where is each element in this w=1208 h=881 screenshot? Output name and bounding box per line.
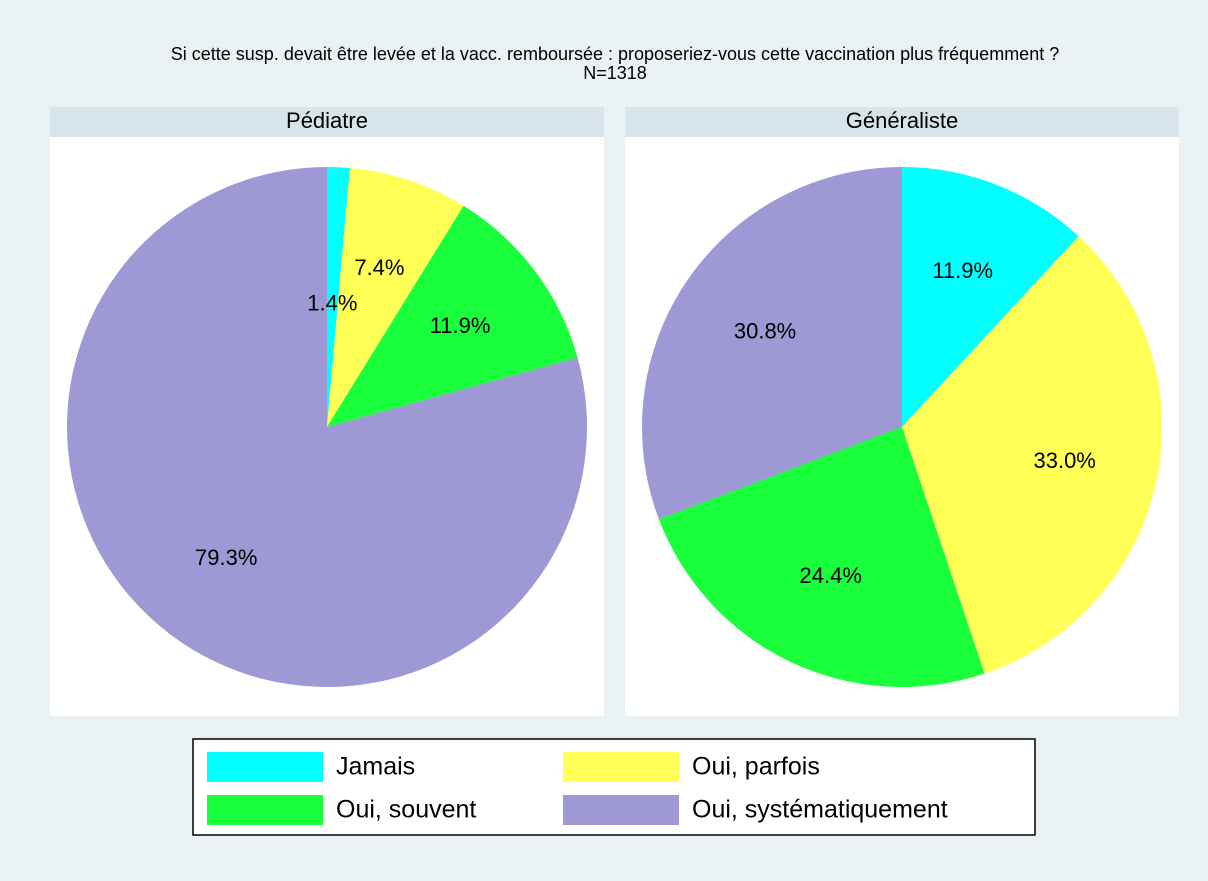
panel-title: Généraliste xyxy=(846,108,959,133)
data-label: 1.4% xyxy=(307,291,357,316)
pie-slice xyxy=(658,427,985,687)
pie-slice xyxy=(641,167,902,520)
pie-slice xyxy=(327,205,578,427)
legend-swatch xyxy=(207,752,323,782)
legend-label: Oui, souvent xyxy=(336,796,476,824)
pie-slice xyxy=(902,167,1079,427)
pie-slice xyxy=(327,168,464,428)
panel-title: Pédiatre xyxy=(286,108,368,133)
data-label: 33.0% xyxy=(1033,448,1095,473)
legend-swatch xyxy=(563,752,679,782)
legend-label: Oui, parfois xyxy=(692,753,820,781)
pie-slice xyxy=(902,236,1162,674)
chart-subtitle: N=1318 xyxy=(583,63,647,83)
chart-title: Si cette susp. devait être levée et la v… xyxy=(171,44,1059,64)
legend-swatch xyxy=(563,795,679,825)
panel-header xyxy=(50,107,604,137)
legend-swatch xyxy=(207,795,323,825)
pie-slice xyxy=(67,167,588,688)
data-label: 79.3% xyxy=(195,545,257,570)
legend-label: Jamais xyxy=(336,753,415,781)
legend-label: Oui, systématiquement xyxy=(692,796,948,824)
data-label: 30.8% xyxy=(734,318,796,343)
pie-slice xyxy=(327,167,350,427)
data-label: 11.9% xyxy=(932,258,993,283)
data-label: 7.4% xyxy=(354,255,404,280)
data-label: 11.9% xyxy=(430,313,491,338)
data-label: 24.4% xyxy=(800,563,862,588)
panel-header xyxy=(625,107,1179,137)
